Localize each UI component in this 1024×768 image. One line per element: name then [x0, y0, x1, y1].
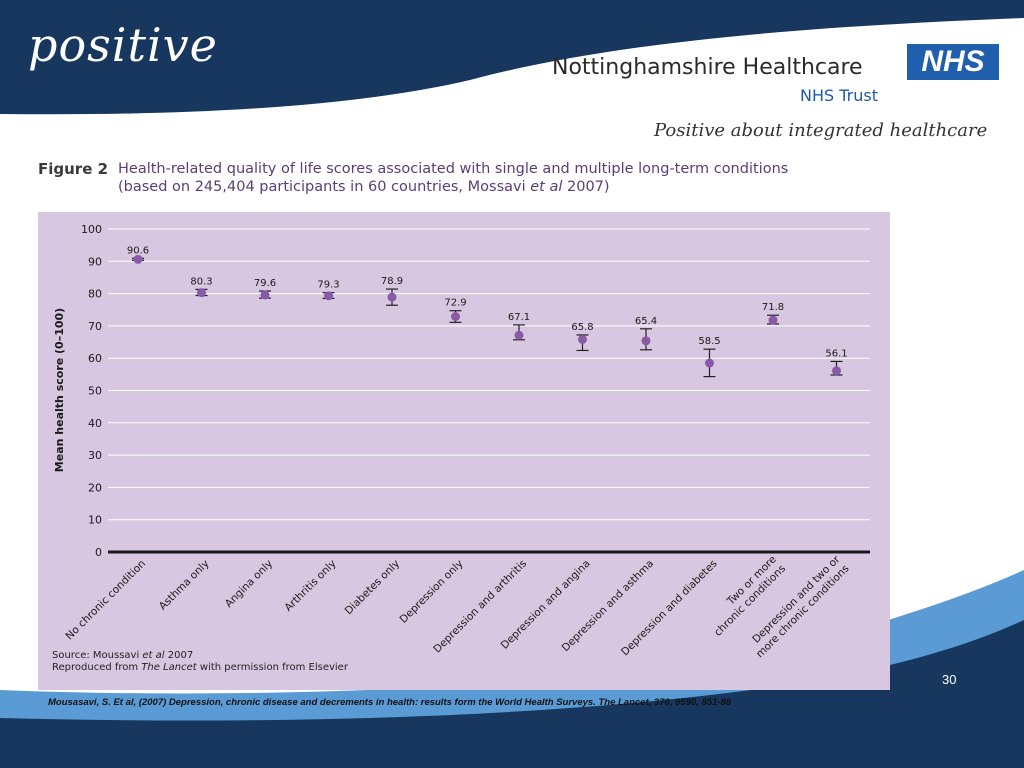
y-tick-label: 30: [88, 449, 102, 462]
data-point: [768, 315, 778, 325]
data-point: [832, 366, 841, 376]
figure-title-line2-italic: et al: [530, 179, 563, 195]
data-value-label: 56.1: [825, 348, 847, 359]
data-value-label: 78.9: [381, 276, 403, 287]
data-value-label: 79.6: [254, 278, 276, 289]
y-tick-label: 10: [88, 514, 102, 527]
figure-source: Source: Moussavi et al 2007: [52, 650, 193, 661]
data-point: [197, 288, 206, 298]
source-post: 2007: [164, 650, 194, 661]
chart: 0 10 20 30 40 50 60 70 80 90 100 90.6 80.3 79.6 79.3 78…: [38, 212, 890, 690]
repro-pre: Reproduced from: [52, 662, 142, 673]
org-name: Nottinghamshire Healthcare: [552, 55, 863, 80]
data-value-label: 71.8: [762, 302, 784, 313]
data-point: [705, 358, 714, 368]
footer-dark-wave: [0, 620, 1024, 768]
y-tick-label: 70: [88, 320, 102, 333]
figure-label: Figure 2: [38, 160, 109, 178]
y-tick-label: 100: [81, 223, 102, 236]
chart-background: [38, 212, 890, 690]
figure-title-line2: (based on 245,404 participants in 60 cou…: [118, 178, 838, 196]
org-subtitle: NHS Trust: [800, 86, 878, 105]
y-tick-label: 90: [88, 255, 102, 268]
data-point: [260, 290, 270, 300]
repro-italic: The Lancet: [141, 662, 197, 673]
y-tick-label: 50: [88, 385, 102, 398]
data-value-label: 79.3: [317, 280, 339, 291]
repro-post: with permission from Elsevier: [196, 662, 348, 673]
figure-title-line1: Health-related quality of life scores as…: [118, 161, 789, 177]
y-tick-label: 40: [88, 417, 102, 430]
figure-title-line2-pre: (based on 245,404 participants in 60 cou…: [118, 179, 531, 195]
header-band: [0, 0, 1024, 115]
nhs-logo: NHS: [907, 44, 999, 80]
y-tick-label: 20: [88, 481, 102, 494]
slide-number: 30: [942, 672, 957, 687]
figure-reproduction-note: Reproduced from The Lancet with permissi…: [52, 662, 348, 673]
data-point: [514, 330, 524, 340]
data-value-label: 65.8: [571, 322, 593, 333]
positive-logo: positive: [28, 18, 218, 72]
data-value-label: 65.4: [635, 316, 657, 327]
y-axis-label: Mean health score (0–100): [53, 308, 66, 472]
y-tick-label: 60: [88, 352, 102, 365]
figure-title-line2-post: 2007): [562, 179, 610, 195]
data-point: [133, 254, 143, 264]
tagline: Positive about integrated healthcare: [654, 120, 988, 141]
y-tick-label: 0: [95, 546, 102, 559]
data-point: [451, 312, 460, 322]
data-point: [578, 334, 587, 344]
data-value-label: 67.1: [508, 312, 530, 323]
data-point: [387, 292, 397, 302]
data-point: [641, 336, 651, 346]
figure-title: Health-related quality of life scores as…: [118, 160, 838, 196]
y-tick-label: 80: [88, 288, 102, 301]
data-value-label: 90.6: [127, 245, 149, 256]
data-value-label: 80.3: [190, 276, 212, 287]
data-point: [324, 291, 333, 301]
source-italic: et al: [142, 650, 165, 661]
citation: Mousasavi, S. Et al, (2007) Depression, …: [48, 697, 732, 708]
data-value-label: 72.9: [444, 298, 466, 309]
source-pre: Source: Moussavi: [52, 650, 143, 661]
data-value-label: 58.5: [698, 336, 720, 347]
